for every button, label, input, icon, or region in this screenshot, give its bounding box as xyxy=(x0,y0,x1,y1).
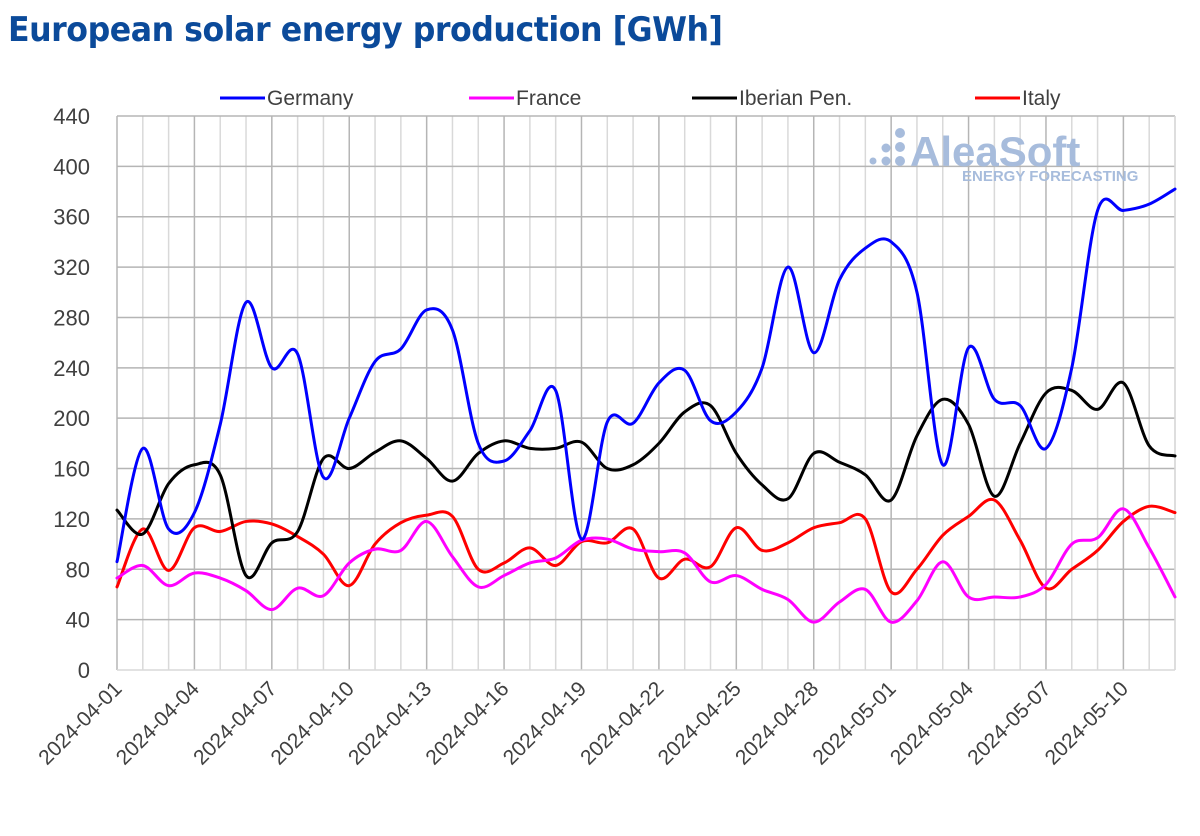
y-tick-label: 0 xyxy=(78,658,90,683)
grid xyxy=(116,115,1176,671)
series-line-france xyxy=(115,507,1177,624)
y-tick-label: 400 xyxy=(53,154,90,179)
x-tick-label: 2024-04-19 xyxy=(499,677,591,769)
y-tick-label: 80 xyxy=(66,557,90,582)
watermark-tagline: ENERGY FORECASTING xyxy=(962,168,1138,185)
x-tick-label: 2024-04-16 xyxy=(421,677,513,769)
y-tick-label: 440 xyxy=(53,104,90,129)
x-tick-label: 2024-05-01 xyxy=(808,677,900,769)
y-tick-label: 320 xyxy=(53,255,90,280)
y-tick-label: 120 xyxy=(53,507,90,532)
x-tick-label: 2024-04-07 xyxy=(189,677,281,769)
legend-item-iberian-pen: Iberian Pen. xyxy=(692,87,852,110)
aleasoft-logo-dots-icon xyxy=(869,128,905,166)
x-tick-label: 2024-04-01 xyxy=(34,677,126,769)
x-tick-label: 2024-04-13 xyxy=(344,677,436,769)
series-line-italy xyxy=(115,497,1177,596)
x-tick-label: 2024-05-07 xyxy=(963,677,1055,769)
x-tick-label: 2024-04-28 xyxy=(731,677,823,769)
legend-item-germany: Germany xyxy=(220,87,354,110)
legend-label: Italy xyxy=(1022,87,1061,110)
y-tick-label: 360 xyxy=(53,205,90,230)
x-tick-label: 2024-04-10 xyxy=(267,677,359,769)
y-tick-label: 160 xyxy=(53,457,90,482)
x-tick-label: 2024-04-22 xyxy=(576,677,668,769)
x-axis-ticks: 2024-04-012024-04-042024-04-072024-04-10… xyxy=(34,677,1133,769)
legend-label: France xyxy=(516,87,581,110)
y-tick-label: 240 xyxy=(53,356,90,381)
legend-item-france: France xyxy=(469,87,581,110)
legend: Germany France Iberian Pen. Italy xyxy=(220,87,1061,110)
legend-label: Iberian Pen. xyxy=(739,87,852,110)
chart-title: European solar energy production [GWh] xyxy=(8,10,723,50)
y-tick-label: 200 xyxy=(53,406,90,431)
y-tick-label: 280 xyxy=(53,305,90,330)
aleasoft-watermark: AleaSoft ENERGY FORECASTING xyxy=(869,128,1138,185)
x-tick-label: 2024-05-10 xyxy=(1041,677,1133,769)
legend-label: Germany xyxy=(267,87,354,110)
y-tick-label: 40 xyxy=(66,608,90,633)
x-tick-label: 2024-04-25 xyxy=(654,677,746,769)
series-line-germany xyxy=(115,187,1177,564)
series-lines xyxy=(115,187,1177,624)
series-line-iberian-pen xyxy=(115,380,1177,580)
watermark-brand: AleaSoft xyxy=(910,128,1080,175)
legend-item-italy: Italy xyxy=(975,87,1061,110)
y-axis-ticks: 0 40 80 120 160 200 240 280 320 360 400 440 xyxy=(53,104,90,683)
